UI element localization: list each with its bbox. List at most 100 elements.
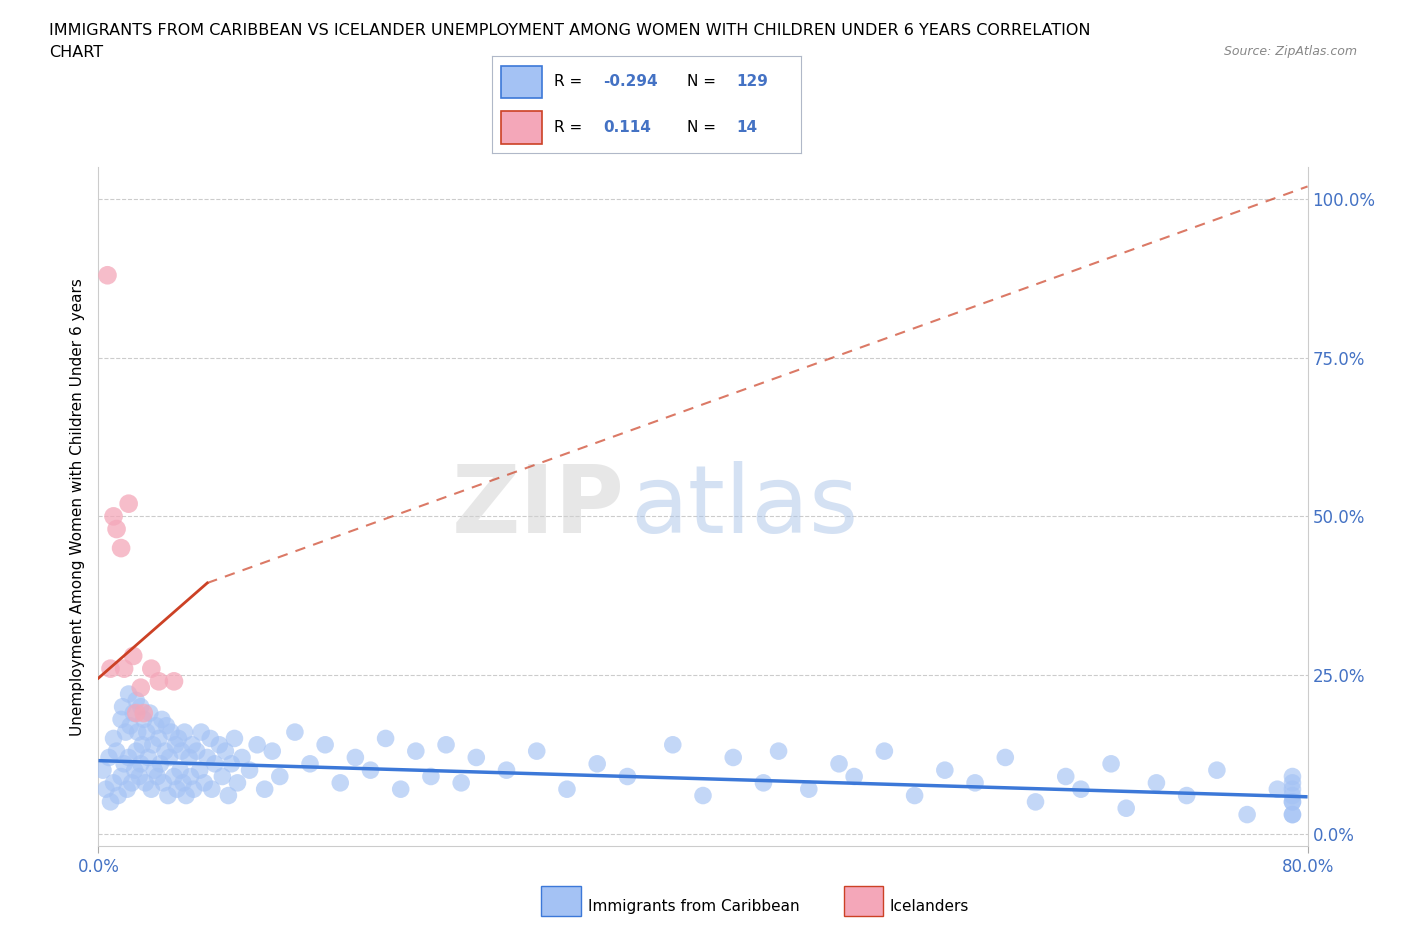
Point (112, 756, 135, 771)
Point (110, 712, 132, 727)
Text: 0.114: 0.114 (603, 120, 651, 135)
Point (112, 661, 135, 676)
Point (124, 763, 146, 777)
Point (159, 750, 181, 764)
Point (495, 763, 517, 777)
Bar (502, 66, 541, 98)
Point (405, 744, 427, 759)
Point (188, 763, 211, 777)
Text: atlas: atlas (630, 461, 859, 552)
Point (1144, 776, 1167, 790)
Point (163, 674, 186, 689)
Point (201, 782, 224, 797)
Point (526, 744, 548, 759)
Point (150, 712, 173, 727)
Point (105, 744, 128, 759)
Point (873, 744, 896, 759)
Point (465, 750, 488, 764)
Point (179, 750, 201, 764)
Point (186, 744, 208, 759)
Point (148, 731, 170, 746)
Point (142, 737, 165, 752)
Point (1236, 807, 1258, 822)
Point (125, 706, 148, 721)
Point (1281, 794, 1303, 809)
Point (420, 769, 443, 784)
Point (153, 744, 176, 759)
Point (141, 661, 163, 676)
Point (132, 706, 155, 721)
Point (262, 744, 284, 759)
Point (96, 268, 118, 283)
Point (329, 776, 352, 790)
Point (120, 718, 142, 733)
Point (165, 737, 187, 752)
Point (146, 769, 169, 784)
Text: IMMIGRANTS FROM CARIBBEAN VS ICELANDER UNEMPLOYMENT AMONG WOMEN WITH CHILDREN UN: IMMIGRANTS FROM CARIBBEAN VS ICELANDER U… (49, 23, 1091, 38)
Point (181, 737, 204, 752)
Point (797, 782, 820, 797)
Point (586, 756, 609, 771)
Point (160, 724, 183, 739)
Text: R =: R = (554, 74, 588, 89)
Point (111, 699, 134, 714)
Point (246, 737, 269, 752)
Point (129, 699, 152, 714)
Point (125, 693, 148, 708)
Point (118, 686, 141, 701)
Point (1281, 807, 1303, 822)
Point (94, 782, 117, 797)
Point (226, 776, 249, 790)
Point (190, 724, 212, 739)
Point (1054, 769, 1077, 784)
Point (1267, 782, 1289, 797)
Point (129, 756, 152, 771)
Point (107, 788, 129, 803)
Point (1281, 807, 1303, 822)
Point (1281, 788, 1303, 803)
Text: R =: R = (554, 120, 592, 135)
Point (103, 509, 125, 524)
Point (115, 782, 138, 797)
Point (100, 661, 122, 676)
Point (155, 718, 177, 733)
Point (1206, 763, 1229, 777)
Point (224, 731, 246, 746)
Point (149, 756, 172, 771)
Point (221, 756, 243, 771)
Point (156, 788, 179, 803)
Point (204, 756, 226, 771)
Text: ZIP: ZIP (451, 461, 624, 552)
Point (105, 522, 128, 537)
Point (180, 769, 202, 784)
Point (135, 724, 157, 739)
Point (314, 737, 336, 752)
Point (121, 776, 143, 790)
Point (132, 712, 155, 727)
Point (208, 737, 231, 752)
Point (91, 763, 114, 777)
Text: 129: 129 (737, 74, 768, 89)
Point (170, 744, 193, 759)
Text: Immigrants from Caribbean: Immigrants from Caribbean (588, 899, 800, 914)
Point (389, 782, 412, 797)
Point (1115, 801, 1137, 816)
Point (994, 750, 1017, 764)
Point (129, 680, 152, 695)
Point (128, 769, 150, 784)
Point (1281, 782, 1303, 797)
Point (752, 776, 775, 790)
Point (1281, 776, 1303, 790)
Point (183, 782, 205, 797)
Point (662, 737, 685, 752)
Point (131, 737, 153, 752)
Point (828, 756, 851, 771)
Point (723, 750, 745, 764)
Point (360, 763, 382, 777)
Text: N =: N = (688, 74, 721, 89)
Point (555, 782, 578, 797)
Point (169, 763, 191, 777)
Point (768, 744, 790, 759)
Y-axis label: Unemployment Among Women with Children Under 6 years: Unemployment Among Women with Children U… (70, 278, 86, 736)
Point (231, 750, 253, 764)
